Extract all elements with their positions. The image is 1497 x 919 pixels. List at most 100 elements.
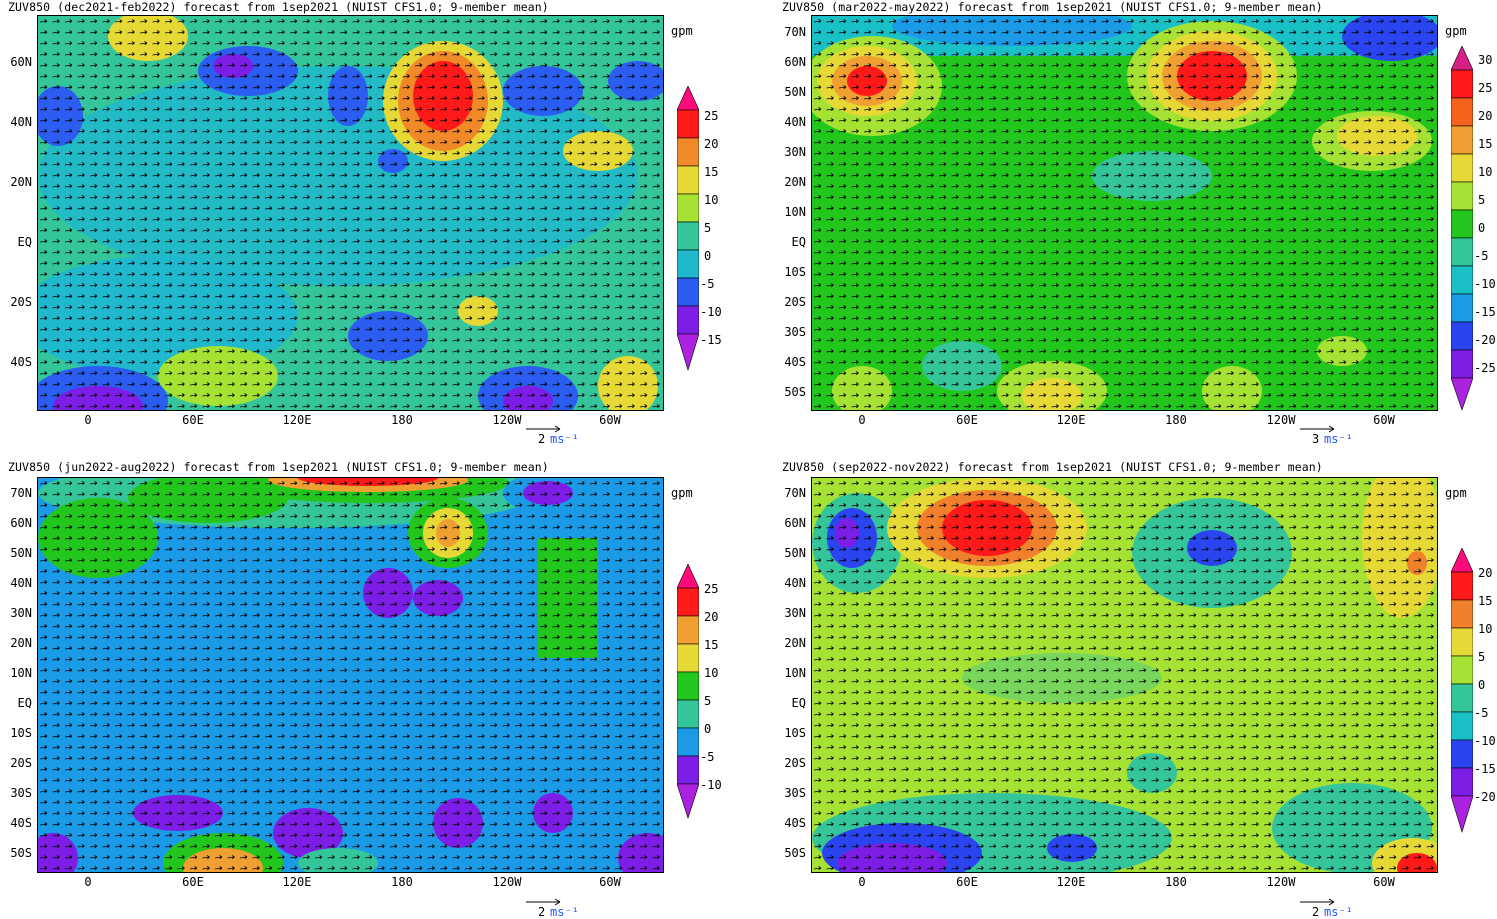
field-plot [38,478,663,872]
lat-label: EQ [17,235,32,249]
colorbar-label: 5 [704,694,712,708]
lon-label: 60E [182,413,204,427]
panel-title: ZUV850 (jun2022-aug2022) forecast from 1… [8,460,549,474]
lat-label: 30S [10,786,32,800]
lat-label: 40S [784,355,806,369]
lat-label: 70N [784,25,806,39]
colorbar-label: -10 [700,778,722,792]
lat-label: 20S [10,756,32,770]
colorbar-label: 20 [704,137,719,151]
colorbar-label: 0 [704,722,712,736]
ref-vector-value: 2 [538,432,546,446]
lat-label: 30N [784,145,806,159]
lat-label: 40N [10,576,32,590]
lon-label: 60E [956,875,978,889]
ref-vector-value: 2 [538,905,546,919]
lon-label: 60W [1373,413,1395,427]
panel-jja: ZUV850 (jun2022-aug2022) forecast from 1… [0,460,748,919]
lon-label: 120E [282,413,312,427]
lon-label: 120E [282,875,312,889]
lon-label: 0 [858,875,866,889]
colorbar-label: 25 [1478,81,1493,95]
colorbar-label: 10 [1478,622,1493,636]
lon-label: 180 [1165,413,1187,427]
lon-label: 180 [391,875,413,889]
lat-label: 10S [784,726,806,740]
colorbar-label: 10 [704,193,719,207]
lat-label: 20N [10,636,32,650]
lat-label: 50S [784,385,806,399]
colorbar-label: 0 [704,249,712,263]
colorbar-label: 5 [704,221,712,235]
map-area [811,15,1438,411]
colorbar [1450,45,1474,416]
lon-label: 60W [599,875,621,889]
lat-label: 40S [10,816,32,830]
colorbar-label: -25 [1474,361,1496,375]
colorbar-label: 25 [704,582,719,596]
lat-label: 60N [10,516,32,530]
lat-label: 20S [784,295,806,309]
lat-label: 40N [784,115,806,129]
lat-label: 50N [784,546,806,560]
colorbar-label: -5 [1474,706,1489,720]
lat-label: EQ [791,696,806,710]
lat-label: 10N [10,666,32,680]
ref-vector-unit: ms⁻¹ [1324,905,1353,919]
lat-label: 60N [784,55,806,69]
lat-label: 40N [10,115,32,129]
ref-vector-value: 3 [1312,432,1320,446]
colorbar-label: -15 [1474,305,1496,319]
colorbar-label: 10 [1478,165,1493,179]
lat-label: 50S [10,846,32,860]
colorbar [676,85,700,376]
colorbar-label: -10 [1474,277,1496,291]
colorbar-label: 0 [1478,678,1486,692]
lon-label: 0 [858,413,866,427]
colorbar-label: -5 [1474,249,1489,263]
lat-label: 20N [784,636,806,650]
colorbar-label: -10 [700,305,722,319]
lat-label: EQ [17,696,32,710]
colorbar [1450,547,1474,838]
lat-label: 50S [784,846,806,860]
colorbar-label: 10 [704,666,719,680]
unit-label: gpm [1445,24,1467,38]
colorbar-label: 15 [1478,594,1493,608]
lat-label: 60N [784,516,806,530]
ref-vector-unit: ms⁻¹ [550,905,579,919]
unit-label: gpm [671,24,693,38]
colorbar-label: -15 [1474,762,1496,776]
lat-label: 70N [784,486,806,500]
panel-son: ZUV850 (sep2022-nov2022) forecast from 1… [774,460,1497,919]
lon-label: 120E [1056,413,1086,427]
ref-vector-value: 2 [1312,905,1320,919]
colorbar-label: 15 [1478,137,1493,151]
colorbar-label: 20 [1478,109,1493,123]
colorbar-label: -15 [700,333,722,347]
panel-title: ZUV850 (sep2022-nov2022) forecast from 1… [782,460,1323,474]
lat-label: 40S [784,816,806,830]
lon-label: 120W [1266,875,1296,889]
lat-label: 20S [10,295,32,309]
ref-vector-unit: ms⁻¹ [1324,432,1353,446]
map-area [37,477,664,873]
colorbar-label: 20 [1478,566,1493,580]
ref-vector-unit: ms⁻¹ [550,432,579,446]
lat-label: 30S [784,786,806,800]
lat-label: 20S [784,756,806,770]
lon-label: 180 [1165,875,1187,889]
lon-label: 60E [182,875,204,889]
lat-label: 20N [784,175,806,189]
lat-label: 30N [784,606,806,620]
field-plot [812,478,1437,872]
colorbar-label: 25 [704,109,719,123]
lat-label: 50N [784,85,806,99]
lat-label: EQ [791,235,806,249]
colorbar-label: -20 [1474,790,1496,804]
unit-label: gpm [1445,486,1467,500]
map-area [37,15,664,411]
lat-label: 10S [10,726,32,740]
colorbar [676,563,700,824]
colorbar-label: 15 [704,165,719,179]
